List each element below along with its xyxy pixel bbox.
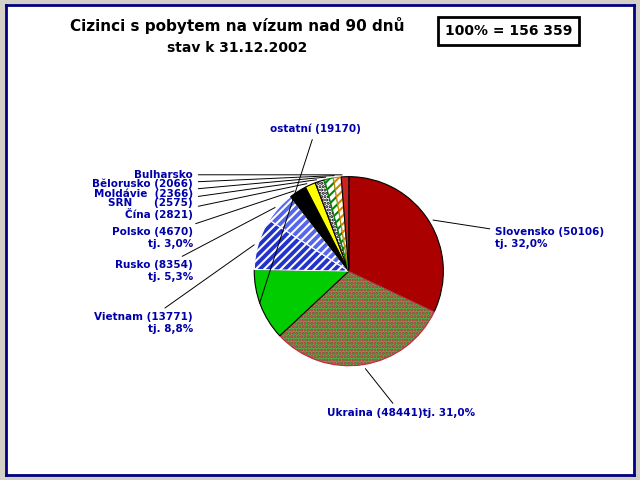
Text: Rusko (8354)
tj. 5,3%: Rusko (8354) tj. 5,3% bbox=[115, 207, 275, 282]
Text: Vietnam (13771)
tj. 8,8%: Vietnam (13771) tj. 8,8% bbox=[94, 245, 254, 334]
Wedge shape bbox=[341, 177, 349, 271]
Text: ostatní (19170): ostatní (19170) bbox=[260, 124, 361, 303]
Text: Moldávie  (2366): Moldávie (2366) bbox=[93, 177, 326, 199]
Wedge shape bbox=[291, 187, 349, 271]
Wedge shape bbox=[316, 180, 349, 271]
Text: 100% = 156 359: 100% = 156 359 bbox=[445, 24, 573, 38]
Wedge shape bbox=[349, 177, 444, 312]
Text: Bulharsko: Bulharsko bbox=[134, 170, 342, 180]
Wedge shape bbox=[324, 178, 349, 271]
Text: Cizinci s pobytem na vízum nad 90 dnů: Cizinci s pobytem na vízum nad 90 dnů bbox=[70, 17, 404, 34]
Text: SRN      (2575): SRN (2575) bbox=[108, 180, 317, 208]
Wedge shape bbox=[305, 183, 349, 271]
Wedge shape bbox=[333, 177, 349, 271]
Wedge shape bbox=[254, 269, 349, 336]
Text: Ukraina (48441)tj. 31,0%: Ukraina (48441)tj. 31,0% bbox=[327, 369, 475, 418]
Text: Čína (2821): Čína (2821) bbox=[125, 184, 307, 220]
Wedge shape bbox=[254, 220, 349, 271]
Wedge shape bbox=[269, 197, 349, 271]
Text: Bělorusko (2066): Bělorusko (2066) bbox=[92, 176, 334, 190]
Text: stav k 31.12.2002: stav k 31.12.2002 bbox=[166, 41, 307, 55]
Text: Slovensko (50106)
tj. 32,0%: Slovensko (50106) tj. 32,0% bbox=[433, 220, 604, 249]
Wedge shape bbox=[280, 271, 434, 366]
Text: Polsko (4670)
tj. 3,0%: Polsko (4670) tj. 3,0% bbox=[112, 191, 294, 249]
